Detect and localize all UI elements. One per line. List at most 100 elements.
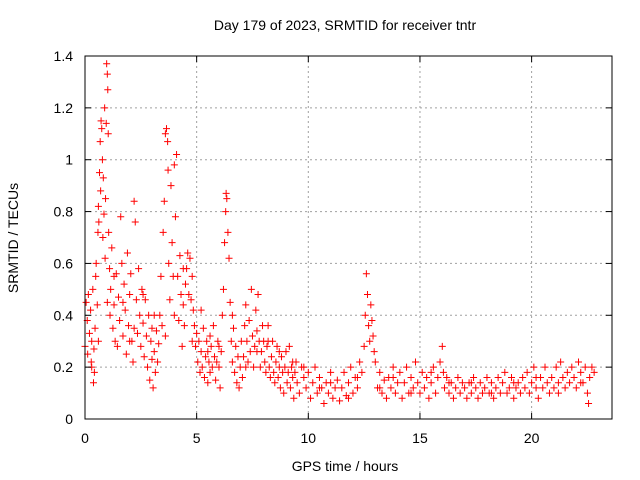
data-point — [216, 384, 224, 392]
y-tick-label: 1.2 — [54, 100, 74, 116]
data-point — [108, 244, 116, 252]
data-point — [117, 213, 125, 221]
data-point — [512, 384, 520, 392]
data-point — [368, 316, 376, 324]
data-point — [508, 374, 516, 382]
data-point — [519, 374, 527, 382]
data-point — [244, 358, 252, 366]
data-point — [175, 316, 183, 324]
data-point — [97, 117, 105, 125]
data-point — [581, 363, 589, 371]
data-point — [146, 376, 154, 384]
data-point — [476, 379, 484, 387]
data-point — [94, 337, 102, 345]
data-point — [226, 298, 234, 306]
data-point — [474, 394, 482, 402]
data-point — [293, 379, 301, 387]
data-point — [103, 60, 111, 68]
data-point — [127, 270, 135, 278]
y-tick-label: 0.8 — [54, 204, 74, 220]
data-point — [185, 291, 193, 299]
data-point — [559, 374, 567, 382]
data-point — [148, 355, 156, 363]
data-point — [311, 363, 319, 371]
data-point — [483, 374, 491, 382]
data-point — [492, 384, 500, 392]
data-point — [136, 311, 144, 319]
data-point — [215, 363, 223, 371]
data-point — [119, 332, 127, 340]
data-point — [499, 379, 507, 387]
data-point — [188, 272, 196, 280]
data-point — [445, 379, 453, 387]
data-point — [366, 337, 374, 345]
data-point — [389, 374, 397, 382]
y-tick-labels: 0 0.2 0.4 0.6 0.8 1 1.2 1.4 — [54, 48, 74, 427]
data-point — [267, 353, 275, 361]
data-point — [261, 358, 269, 366]
data-point — [585, 399, 593, 407]
data-point — [315, 374, 323, 382]
data-point — [568, 363, 576, 371]
data-point — [548, 374, 556, 382]
data-point — [427, 368, 435, 376]
data-point — [254, 291, 262, 299]
data-point — [541, 363, 549, 371]
data-point — [264, 322, 272, 330]
data-point — [438, 342, 446, 350]
data-point — [245, 316, 253, 324]
data-point — [248, 332, 256, 340]
data-point — [333, 376, 341, 384]
data-point — [82, 298, 90, 306]
data-point — [436, 358, 444, 366]
data-point — [194, 358, 202, 366]
data-point — [228, 358, 236, 366]
data-point — [270, 368, 278, 376]
data-point — [370, 348, 378, 356]
data-point — [174, 272, 182, 280]
x-tick-label: 0 — [81, 430, 89, 446]
data-point — [487, 389, 495, 397]
data-point — [222, 208, 230, 216]
data-point — [586, 374, 594, 382]
data-point — [241, 322, 249, 330]
data-point — [126, 337, 134, 345]
data-point — [281, 363, 289, 371]
data-point — [282, 348, 290, 356]
data-point — [98, 125, 106, 133]
data-point — [496, 389, 504, 397]
data-point — [242, 363, 250, 371]
data-point — [89, 379, 97, 387]
data-point — [265, 363, 273, 371]
data-point — [295, 389, 303, 397]
data-point — [400, 379, 408, 387]
data-point — [113, 342, 121, 350]
plot-frame — [84, 55, 613, 420]
data-point — [525, 389, 533, 397]
data-point — [347, 363, 355, 371]
data-point — [320, 399, 328, 407]
data-point — [158, 322, 166, 330]
data-point — [487, 379, 495, 387]
data-point — [416, 389, 424, 397]
data-point — [217, 348, 225, 356]
data-point — [129, 358, 137, 366]
data-point — [510, 394, 518, 402]
data-point — [167, 182, 175, 190]
data-point — [327, 368, 335, 376]
data-point — [289, 374, 297, 382]
data-point — [396, 368, 404, 376]
data-point — [534, 394, 542, 402]
data-point — [409, 384, 417, 392]
data-point — [362, 270, 370, 278]
data-point — [290, 394, 298, 402]
data-point — [138, 285, 146, 293]
data-point — [118, 259, 126, 267]
data-point — [102, 119, 110, 127]
data-point — [407, 374, 415, 382]
data-point — [88, 337, 96, 345]
data-point — [192, 342, 200, 350]
data-point — [189, 306, 197, 314]
data-point — [151, 368, 159, 376]
data-point — [432, 389, 440, 397]
